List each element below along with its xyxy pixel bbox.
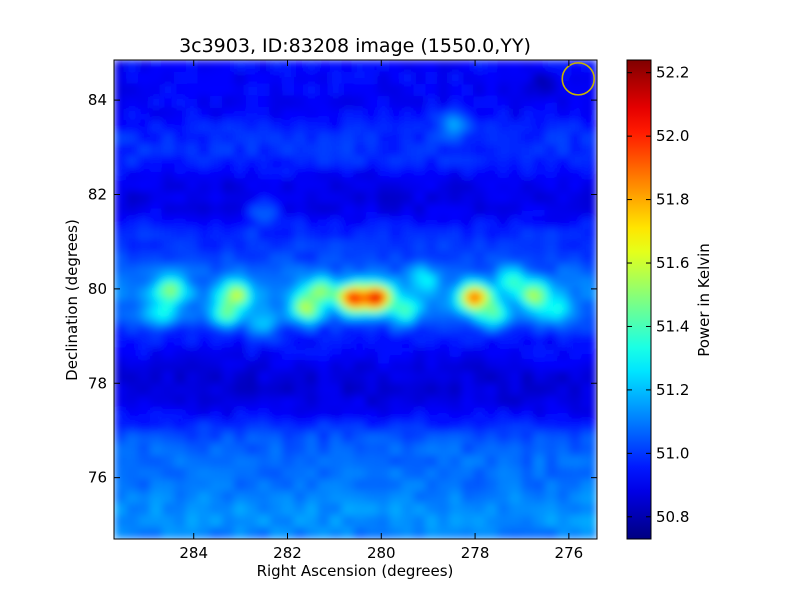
colorbar-tick-label: 50.8 xyxy=(656,508,689,526)
colorbar-tick-label: 52.2 xyxy=(656,64,689,82)
plot-frame xyxy=(113,59,598,540)
colorbar-tick-label: 51.2 xyxy=(656,381,689,399)
colorbar-gradient xyxy=(626,59,652,540)
x-tick-label: 284 xyxy=(179,544,208,562)
plot-area: 284 282 280 278 276 76 78 80 82 84 xyxy=(88,59,598,562)
colorbar-tick-label: 51.6 xyxy=(656,254,689,272)
x-axis-label: Right Ascension (degrees) xyxy=(257,562,454,580)
y-tick-label: 76 xyxy=(88,469,107,487)
x-tick-label: 280 xyxy=(367,544,396,562)
colorbar-tick-label: 52.0 xyxy=(656,127,689,145)
beam-marker xyxy=(561,62,596,96)
y-axis: 76 78 80 82 84 xyxy=(88,91,597,487)
colorbar-tick-label: 51.4 xyxy=(656,317,689,335)
x-tick-label: 282 xyxy=(273,544,302,562)
y-axis-label: Declination (degrees) xyxy=(63,219,81,381)
colorbar-ticks: 50.8 51.0 51.2 51.4 51.6 51.8 52.0 52.2 xyxy=(627,64,689,526)
chart-title: 3c3903, ID:83208 image (1550.0,YY) xyxy=(179,35,531,57)
colorbar: 50.8 51.0 51.2 51.4 51.6 51.8 52.0 52.2 Power i… xyxy=(626,59,713,540)
x-tick-label: 276 xyxy=(555,544,584,562)
x-tick-label: 278 xyxy=(461,544,490,562)
y-tick-label: 82 xyxy=(88,185,107,203)
y-tick-label: 84 xyxy=(88,91,107,109)
heatmap-image xyxy=(114,60,597,539)
colorbar-tick-label: 51.0 xyxy=(656,444,689,462)
y-tick-label: 78 xyxy=(88,374,107,392)
x-axis: 284 282 280 278 276 xyxy=(179,60,583,562)
colorbar-label: Power in Kelvin xyxy=(695,243,713,357)
y-tick-label: 80 xyxy=(88,280,107,298)
colorbar-tick-label: 51.8 xyxy=(656,191,689,209)
